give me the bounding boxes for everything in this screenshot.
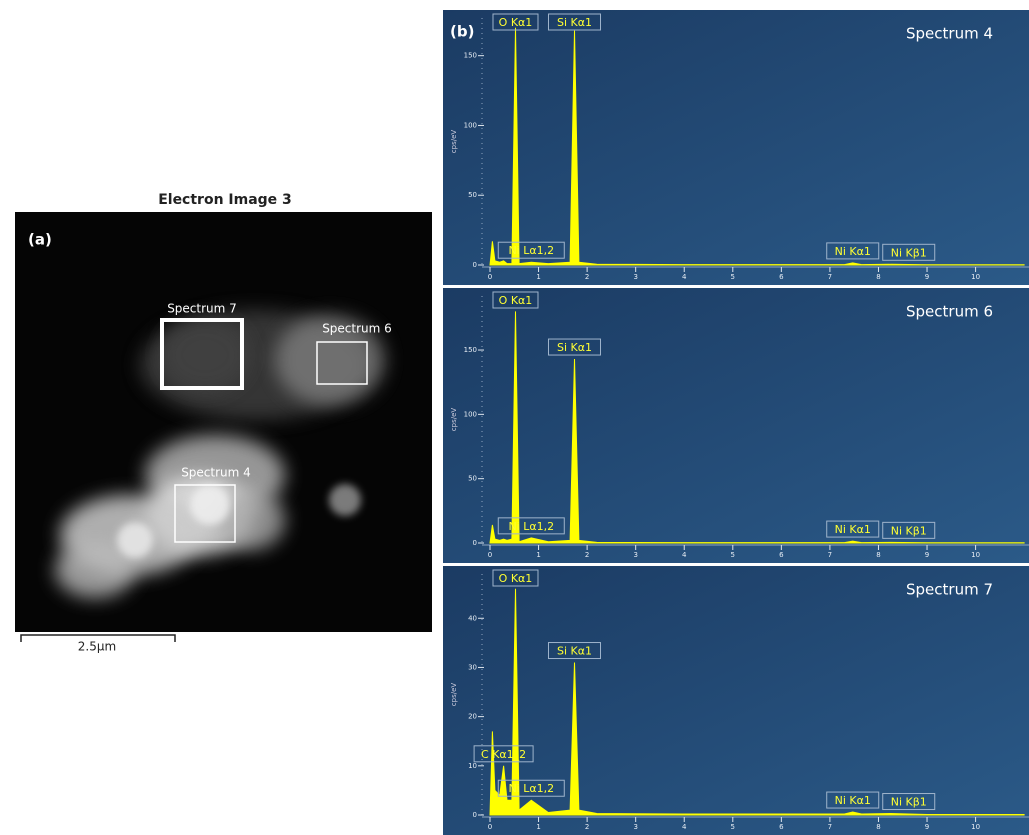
x-tick-label: 5: [731, 823, 735, 831]
peak-label: C Kα1_2: [481, 748, 526, 761]
peak-label: Si Kα1: [557, 341, 592, 354]
x-tick-label: 10: [971, 823, 980, 831]
y-axis-label: cps/eV: [450, 408, 458, 432]
region-label: Spectrum 4: [181, 466, 251, 480]
x-tick-label: 9: [925, 823, 929, 831]
x-tick-label: 4: [682, 551, 687, 559]
x-tick-label: 7: [828, 823, 832, 831]
x-tick-label: 6: [779, 823, 784, 831]
figure: Electron Image 3 (a) Spectrum 7 Spectrum…: [0, 0, 1029, 835]
x-tick-label: 1: [536, 273, 540, 281]
y-tick-label: 50: [468, 475, 477, 483]
peak-label: Ni Kα1: [835, 794, 871, 807]
y-tick-label: 0: [473, 261, 477, 269]
spectrum-title: Spectrum 4: [906, 25, 993, 43]
y-tick-label: 150: [464, 346, 477, 354]
region-label: Spectrum 7: [167, 302, 237, 316]
y-tick-label: 0: [473, 539, 477, 547]
y-tick-label: 40: [468, 614, 477, 622]
peak-label: O Kα1: [499, 294, 533, 307]
peak-label: Si Kα1: [557, 16, 592, 29]
x-tick-label: 0: [488, 823, 492, 831]
peak-label: Ni Kβ1: [891, 246, 927, 259]
image-title: Electron Image 3: [158, 192, 292, 208]
x-tick-label: 7: [828, 551, 832, 559]
spectrum-title: Spectrum 7: [906, 581, 993, 599]
peak-label: Si Kα1: [557, 645, 592, 658]
y-tick-label: 30: [468, 663, 477, 671]
x-tick-label: 3: [633, 551, 637, 559]
y-tick-label: 20: [468, 713, 477, 721]
x-tick-label: 9: [925, 551, 929, 559]
x-tick-label: 5: [731, 273, 735, 281]
peak-label: Ni Kβ1: [891, 796, 927, 809]
x-tick-label: 3: [633, 823, 637, 831]
y-tick-label: 10: [468, 762, 477, 770]
y-tick-label: 100: [464, 410, 477, 418]
peak-label: Ni Lα1,2: [508, 520, 554, 533]
x-tick-label: 10: [971, 551, 980, 559]
x-tick-label: 10: [971, 273, 980, 281]
peak-label: O Kα1: [499, 572, 533, 585]
y-axis-label: cps/eV: [450, 683, 458, 707]
x-tick-label: 0: [488, 273, 492, 281]
spectrum-title: Spectrum 6: [906, 303, 993, 321]
peak-label: Ni Kα1: [835, 523, 871, 536]
y-tick-label: 0: [473, 811, 477, 819]
peak-label: O Kα1: [499, 16, 533, 29]
panel-label: (a): [28, 231, 52, 249]
x-tick-label: 4: [682, 273, 687, 281]
x-tick-label: 4: [682, 823, 687, 831]
peak-label: Ni Lα1,2: [508, 244, 554, 257]
x-tick-label: 0: [488, 551, 492, 559]
y-tick-label: 50: [468, 191, 477, 199]
region-label: Spectrum 6: [322, 322, 392, 336]
x-tick-label: 5: [731, 551, 735, 559]
x-tick-label: 1: [536, 551, 540, 559]
y-tick-label: 150: [464, 52, 477, 60]
scale-bar-label: 2.5µm: [78, 640, 116, 654]
x-tick-label: 9: [925, 273, 929, 281]
y-tick-label: 100: [464, 121, 477, 129]
peak-label: Ni Lα1,2: [508, 782, 554, 795]
x-tick-label: 2: [585, 551, 589, 559]
x-tick-label: 8: [876, 823, 880, 831]
peak-label: Ni Kβ1: [891, 524, 927, 537]
x-tick-label: 3: [633, 273, 637, 281]
y-axis-label: cps/eV: [450, 130, 458, 154]
x-tick-label: 2: [585, 823, 589, 831]
peak-label: Ni Kα1: [835, 245, 871, 258]
x-tick-label: 7: [828, 273, 832, 281]
x-tick-label: 8: [876, 273, 880, 281]
panel-label: (b): [450, 23, 474, 41]
x-tick-label: 8: [876, 551, 880, 559]
x-tick-label: 2: [585, 273, 589, 281]
x-tick-label: 1: [536, 823, 540, 831]
x-tick-label: 6: [779, 551, 784, 559]
x-tick-label: 6: [779, 273, 784, 281]
